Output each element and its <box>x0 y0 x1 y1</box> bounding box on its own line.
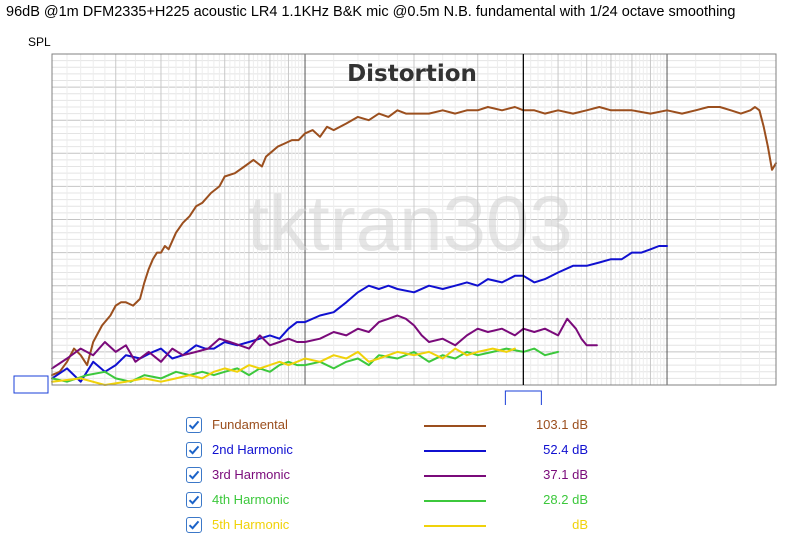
chart-heading: Distortion <box>347 61 477 87</box>
checkmark-icon <box>188 520 200 530</box>
legend-label: 5th Harmonic <box>212 517 290 532</box>
plot-area-border <box>51 53 777 386</box>
legend-row: 4th Harmonic 28.2 dB <box>186 491 606 513</box>
legend-swatch <box>424 500 486 502</box>
legend-label: 3rd Harmonic <box>212 467 291 482</box>
series-line-5th-harmonic <box>51 347 516 386</box>
cursor-readout-box <box>504 390 542 405</box>
distortion-chart: tktran303 Distortion SPL <box>13 35 777 405</box>
watermark-text: tktran303 <box>247 179 572 267</box>
series-line-3rd-harmonic <box>51 314 598 370</box>
legend-value: dB <box>572 517 588 532</box>
y-axis-label: SPL <box>28 35 51 49</box>
series-line-2nd-harmonic <box>51 245 668 383</box>
legend-swatch <box>424 425 486 427</box>
series-line-fundamental <box>51 106 777 377</box>
checkmark-icon <box>188 470 200 480</box>
legend-row: Fundamental 103.1 dB <box>186 416 606 438</box>
chart-page-title: 96dB @1m DFM2335+H225 acoustic LR4 1.1KH… <box>6 4 736 20</box>
frequency-cursor[interactable] <box>504 54 542 405</box>
grid-lines <box>52 54 776 385</box>
legend-label: 2nd Harmonic <box>212 442 293 457</box>
series-lines <box>51 106 777 386</box>
series-visibility-checkbox[interactable] <box>186 517 202 533</box>
checkmark-icon <box>188 445 200 455</box>
series-visibility-checkbox[interactable] <box>186 442 202 458</box>
legend-swatch <box>424 450 486 452</box>
legend-label: 4th Harmonic <box>212 492 290 507</box>
legend-row: 2nd Harmonic 52.4 dB <box>186 441 606 463</box>
series-visibility-checkbox[interactable] <box>186 467 202 483</box>
legend-swatch <box>424 525 486 527</box>
legend-value: 103.1 dB <box>535 417 588 432</box>
y-min-readout <box>13 375 49 394</box>
series-visibility-checkbox[interactable] <box>186 417 202 433</box>
legend-row: 3rd Harmonic 37.1 dB <box>186 466 606 488</box>
legend-label: Fundamental <box>212 417 288 432</box>
y-min-readout-box <box>13 375 49 394</box>
legend-row: 5th Harmonic dB <box>186 516 606 538</box>
checkmark-icon <box>188 495 200 505</box>
legend-swatch <box>424 475 486 477</box>
series-visibility-checkbox[interactable] <box>186 492 202 508</box>
legend-value: 52.4 dB <box>543 442 588 457</box>
legend-value: 28.2 dB <box>543 492 588 507</box>
legend-value: 37.1 dB <box>543 467 588 482</box>
checkmark-icon <box>188 420 200 430</box>
